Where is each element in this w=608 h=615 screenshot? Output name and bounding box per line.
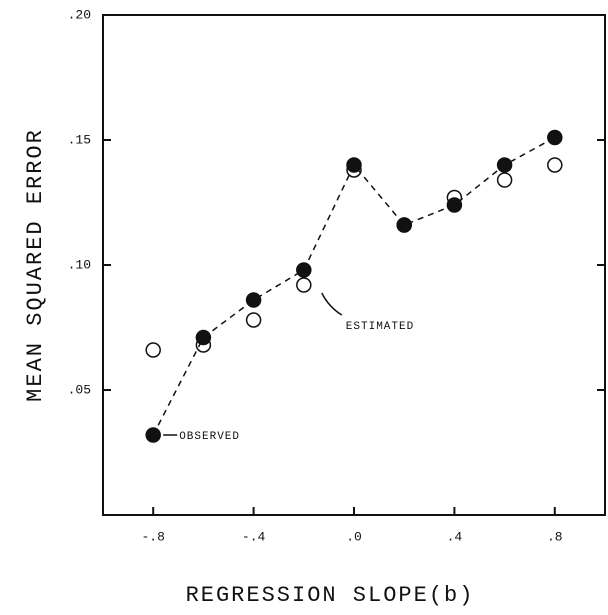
annotation: ESTIMATED — [346, 321, 414, 333]
open-point — [446, 189, 463, 206]
open-point — [346, 162, 362, 178]
filled-point — [145, 427, 161, 443]
y-tick-label: .20 — [68, 7, 91, 22]
open-point — [547, 157, 563, 173]
x-tick-label: .0 — [346, 529, 362, 544]
open-point — [145, 342, 161, 358]
y-tick-label: .15 — [68, 132, 91, 147]
filled-point — [346, 157, 362, 173]
x-tick-label: -.4 — [242, 529, 266, 544]
open-point — [195, 337, 212, 353]
x-tick-label: .4 — [447, 529, 463, 544]
open-point — [296, 277, 312, 293]
y-tick-label: .05 — [68, 382, 91, 397]
annotation: OBSERVED — [179, 431, 240, 443]
filled-point — [296, 262, 312, 278]
x-tick-label: -.8 — [141, 529, 164, 544]
open-point — [396, 217, 412, 233]
x-tick-label: .8 — [547, 529, 563, 544]
filled-point — [245, 292, 262, 308]
annotation-arrow — [321, 292, 343, 316]
y-tick-label: .10 — [68, 257, 91, 272]
filled-point — [496, 157, 513, 173]
open-point — [245, 312, 262, 328]
dashed-line — [152, 136, 556, 436]
y-axis-label: MEAN SQUARED ERROR — [23, 128, 48, 402]
filled-point — [547, 129, 563, 146]
x-axis-label: REGRESSION SLOPE(b) — [186, 583, 475, 608]
open-point — [496, 172, 513, 188]
